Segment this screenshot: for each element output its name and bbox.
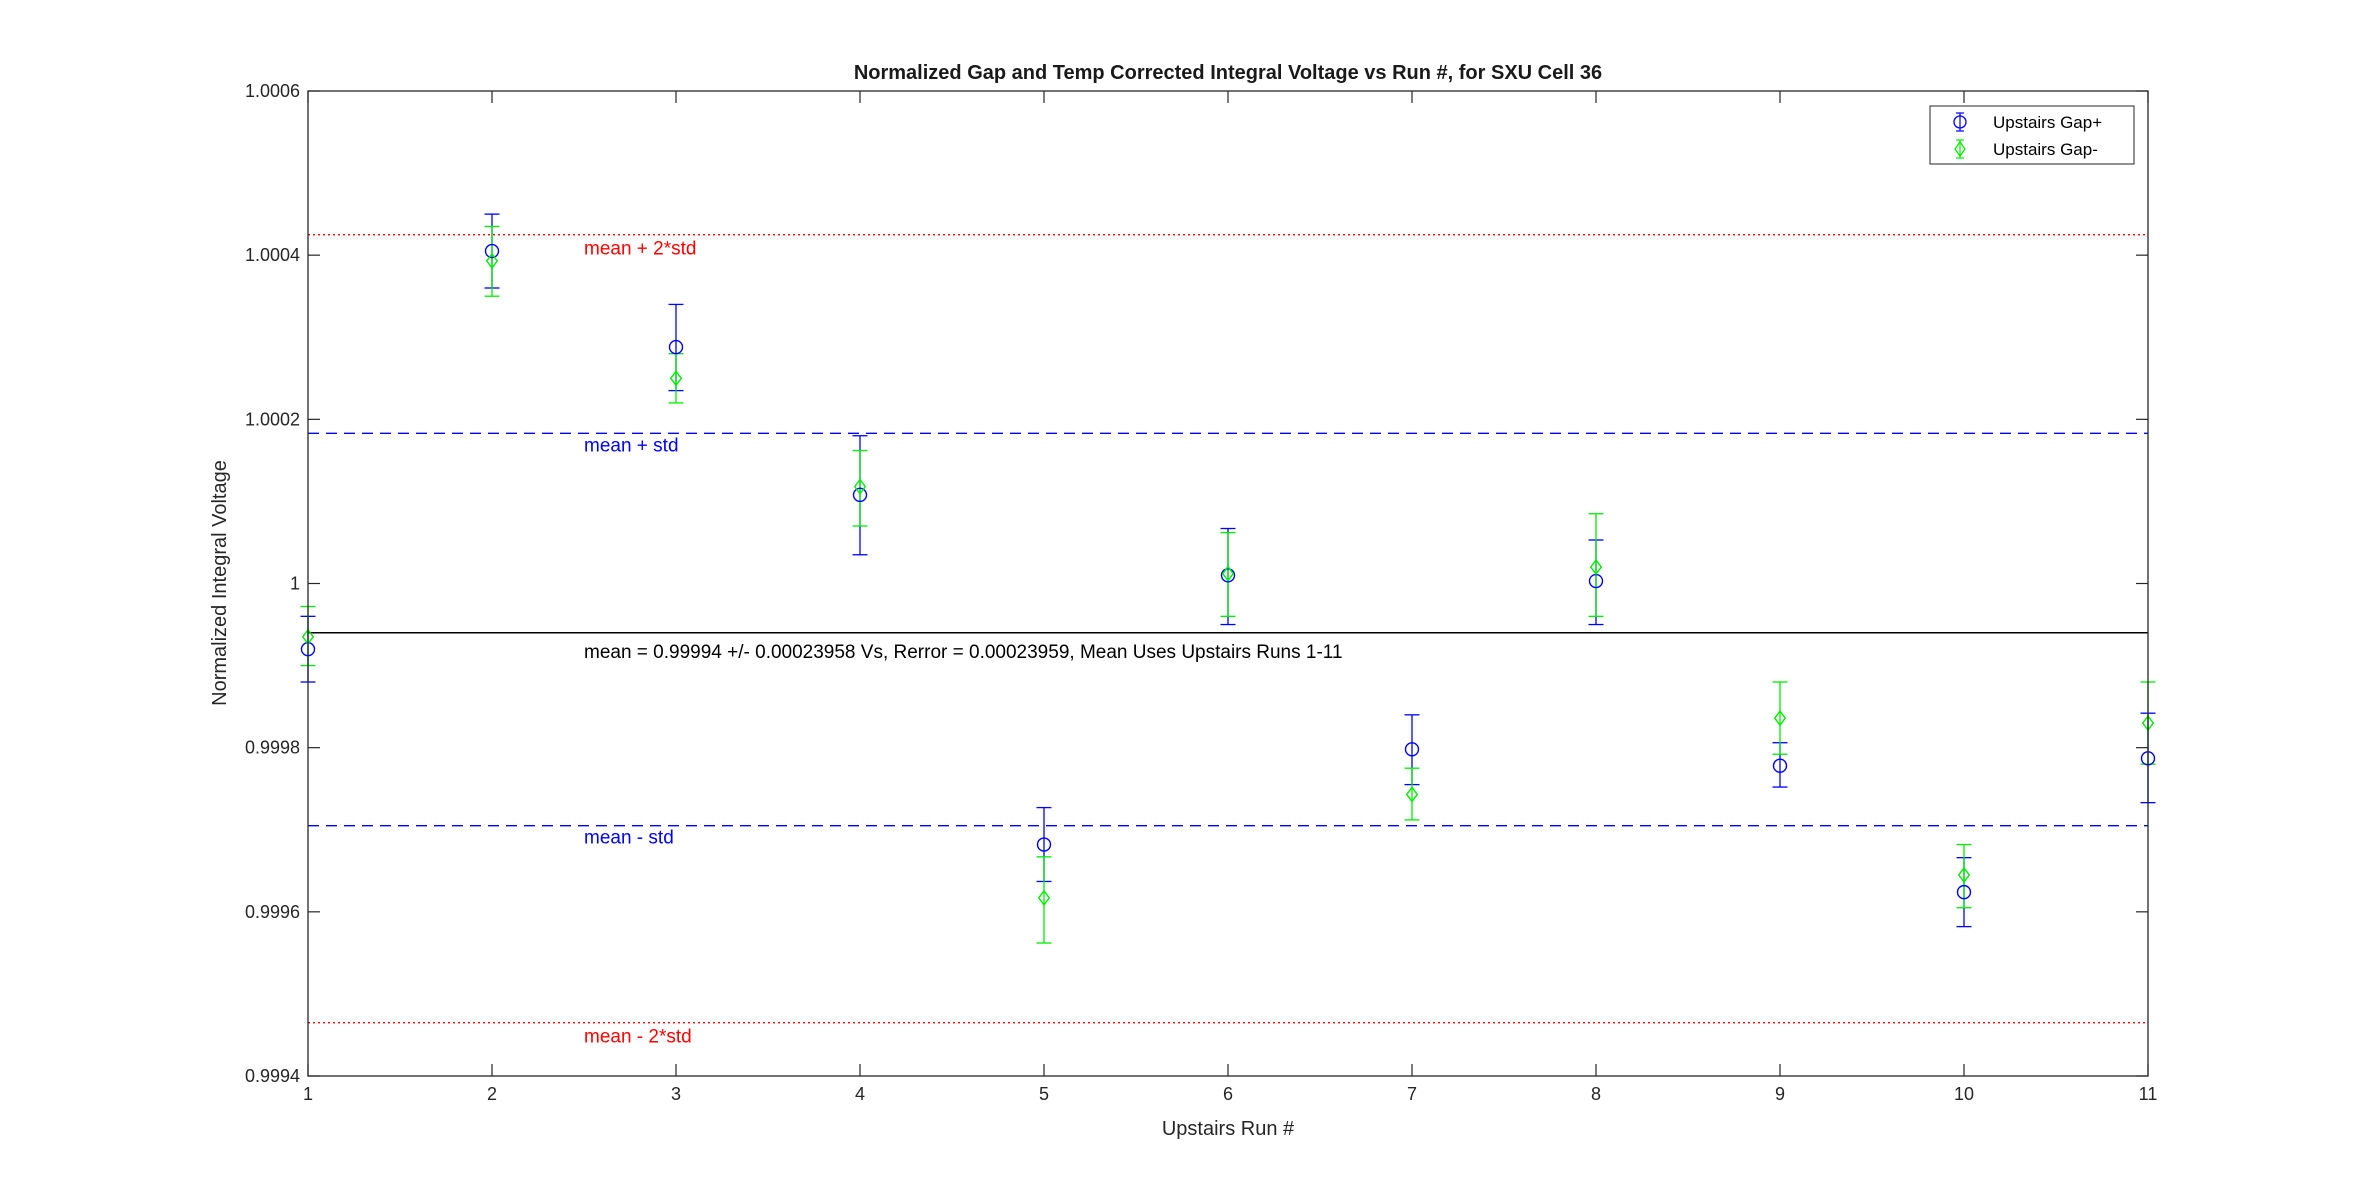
reference-label: mean - std: [584, 828, 674, 849]
x-tick-label: 10: [1954, 1084, 1974, 1104]
data-point: [1956, 884, 1972, 900]
x-tick-label: 1: [303, 1084, 313, 1104]
x-tick-label: 9: [1775, 1084, 1785, 1104]
reference-label: mean + std: [584, 435, 679, 456]
error-bars: [300, 213, 2156, 944]
data-point: [1405, 786, 1419, 803]
legend-box: [1929, 105, 2135, 165]
x-tick-label: 3: [671, 1084, 681, 1104]
data-point: [1589, 558, 1603, 576]
error-bar: [1220, 531, 1236, 617]
legend-marker-diamond: [1954, 140, 1966, 158]
error-bar: [1588, 513, 1604, 617]
y-tick-label: 0.9994: [245, 1066, 300, 1086]
data-point: [853, 478, 867, 495]
y-tick-label: 1.0006: [245, 81, 300, 101]
data-point: [1221, 565, 1235, 582]
data-point: [1772, 758, 1788, 773]
data-point: [668, 339, 684, 355]
data-point: [1773, 709, 1787, 727]
data-point: [484, 243, 500, 259]
x-tick-label: 4: [855, 1084, 865, 1104]
data-point: [1036, 837, 1052, 852]
y-tick-label: 1: [290, 574, 300, 594]
reference-label: mean - 2*std: [584, 1027, 692, 1048]
legend-item: Upstairs Gap+: [1953, 112, 2102, 132]
data-point: [1037, 889, 1051, 907]
y-tick-label: 0.9998: [245, 738, 300, 758]
y-tick-label: 1.0002: [245, 409, 300, 429]
data-point: [1957, 866, 1971, 884]
x-tick-label: 6: [1223, 1084, 1233, 1104]
reference-label: mean + 2*std: [584, 239, 697, 260]
data-point: [1404, 742, 1420, 757]
x-axis-label: Upstairs Run #: [1162, 1118, 1295, 1140]
x-tick-label: 5: [1039, 1084, 1049, 1104]
legend-label: Upstairs Gap+: [1993, 113, 2102, 132]
error-bar: [484, 225, 500, 297]
data-point: [852, 487, 868, 503]
legend-marker-circle: [1953, 115, 1967, 129]
error-bar: [1956, 843, 1972, 909]
data-point: [485, 252, 499, 270]
x-tick-label: 8: [1591, 1084, 1601, 1104]
y-tick-label: 1.0004: [245, 245, 300, 265]
error-bar: [1772, 681, 1788, 755]
y-axis-label: Normalized Integral Voltage: [209, 460, 231, 706]
x-axis-ticks: 1 2 3 4 5 6 7 8 9 10 11: [303, 91, 2157, 1104]
y-tick-label: 0.9996: [245, 902, 300, 922]
legend-label: Upstairs Gap-: [1993, 140, 2098, 159]
data-markers: [300, 243, 2156, 907]
reference-lines: [308, 233, 2148, 1024]
chart-title: Normalized Gap and Temp Corrected Integr…: [854, 62, 1602, 84]
legend[interactable]: Upstairs Gap+ Upstairs Gap-: [1929, 105, 2135, 165]
reference-label: mean = 0.99994 +/- 0.00023958 Vs, Rerror…: [584, 642, 1343, 663]
error-bar: [1404, 767, 1420, 821]
x-tick-label: 11: [2139, 1084, 2158, 1104]
error-bar: [1036, 856, 1052, 944]
x-tick-label: 7: [1407, 1084, 1417, 1104]
x-tick-label: 2: [487, 1084, 497, 1104]
data-point: [669, 370, 683, 387]
legend-item: Upstairs Gap-: [1954, 139, 2098, 159]
y-axis-ticks: 0.9994 0.9996 0.9998 1 1.0002 1.0004 1.0006: [245, 81, 2148, 1086]
reference-labels: mean + 2*std mean + std mean = 0.99994 +/-…: [584, 239, 1343, 1048]
